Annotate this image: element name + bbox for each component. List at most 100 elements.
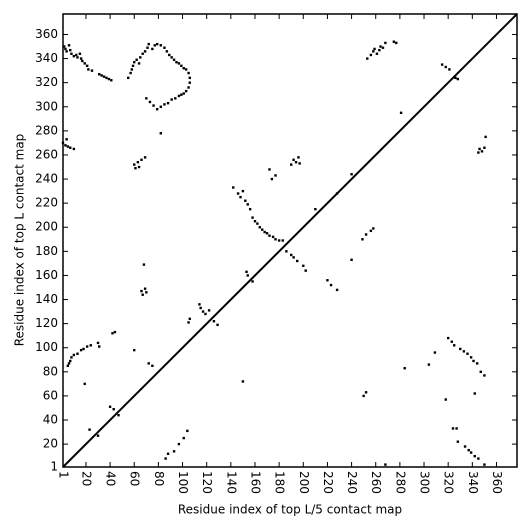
contact-point [381, 46, 385, 49]
y-tick-label: 40 [43, 413, 58, 427]
contact-point [204, 312, 207, 316]
y-tick-label: 200 [35, 220, 58, 234]
contact-point [350, 258, 353, 261]
contact-point [454, 76, 457, 80]
x-tick-label: 260 [369, 471, 383, 494]
contact-point [75, 53, 78, 57]
contact-point [172, 450, 176, 453]
contact-point [364, 391, 368, 394]
contact-point [72, 353, 76, 357]
y-tick-label: 1 [50, 460, 58, 474]
x-tick-label: 40 [104, 471, 118, 486]
x-tick-label: 100 [176, 471, 190, 494]
contact-point [453, 344, 456, 347]
contact-point [290, 253, 293, 257]
contact-point [172, 58, 176, 61]
contact-point [146, 46, 149, 49]
contact-point [83, 382, 86, 386]
contact-point [76, 56, 79, 59]
contact-point [72, 147, 76, 151]
contact-point [98, 345, 101, 348]
contact-point [478, 147, 481, 151]
x-tick-label: 80 [152, 471, 166, 486]
contact-point [96, 434, 100, 437]
contact-point [141, 293, 144, 296]
contact-point [459, 347, 462, 351]
contact-point [90, 69, 94, 72]
x-tick-label: 240 [345, 471, 359, 494]
contact-point [63, 45, 66, 48]
contact-point [182, 67, 185, 70]
contact-point [105, 76, 108, 80]
contact-point [79, 348, 83, 352]
contact-point [137, 165, 141, 169]
contact-point [296, 259, 299, 263]
contact-point [85, 345, 89, 348]
contact-point [479, 370, 482, 374]
contact-point [170, 98, 173, 101]
contact-point [177, 62, 181, 65]
contact-point [88, 428, 91, 431]
contact-point [131, 64, 135, 68]
contact-point [113, 330, 117, 334]
x-tick-label: 1 [57, 471, 71, 479]
contact-point [302, 264, 305, 268]
contact-point [361, 238, 364, 241]
contact-point [72, 54, 76, 58]
contact-point [201, 310, 205, 313]
x-tick-label: 280 [393, 471, 407, 494]
contact-point [335, 192, 339, 195]
contact-point [483, 374, 486, 377]
contact-point [271, 235, 275, 239]
x-tick-label: 160 [248, 471, 262, 494]
plot-frame [62, 13, 518, 468]
contact-point [480, 150, 484, 153]
contact-point [66, 364, 70, 367]
contact-point [139, 56, 142, 59]
y-tick-label: 140 [35, 292, 58, 306]
contact-point [277, 239, 281, 242]
contact-point [399, 111, 403, 114]
contact-point [473, 454, 476, 458]
contact-point [329, 283, 333, 287]
contact-point [140, 289, 143, 293]
x-tick-label: 220 [321, 471, 335, 494]
contact-point [281, 239, 284, 242]
contact-point [174, 97, 177, 100]
contact-point [372, 50, 375, 53]
y-tick-label: 60 [43, 388, 58, 402]
contact-point [469, 356, 473, 359]
y-tick-label: 180 [35, 244, 58, 258]
contact-point [245, 270, 248, 274]
contact-point [182, 436, 185, 440]
contact-point [392, 40, 396, 43]
contact-point [159, 44, 163, 47]
contact-point [384, 41, 387, 45]
contact-point [384, 463, 387, 466]
contact-point [372, 227, 375, 230]
contact-point [89, 344, 92, 347]
contact-point [76, 352, 79, 355]
contact-point [147, 362, 150, 365]
contact-point [403, 367, 406, 370]
y-tick-label: 160 [35, 268, 58, 282]
y-tick-label: 120 [35, 316, 58, 330]
contact-point [143, 287, 147, 290]
contact-point [198, 303, 201, 306]
contact-point [127, 76, 130, 80]
contact-point [163, 103, 166, 106]
contact-point [177, 94, 181, 98]
contact-point [364, 233, 368, 236]
contact-point [326, 279, 329, 282]
contact-point [81, 59, 84, 63]
contact-point [168, 53, 171, 57]
y-tick-label: 260 [35, 147, 58, 161]
contact-point [163, 46, 166, 49]
x-tick-label: 120 [200, 471, 214, 494]
contact-point [274, 238, 277, 241]
y-tick-label: 360 [35, 27, 58, 41]
contact-point [85, 64, 89, 68]
contact-point [483, 146, 486, 149]
contact-point [64, 144, 67, 147]
